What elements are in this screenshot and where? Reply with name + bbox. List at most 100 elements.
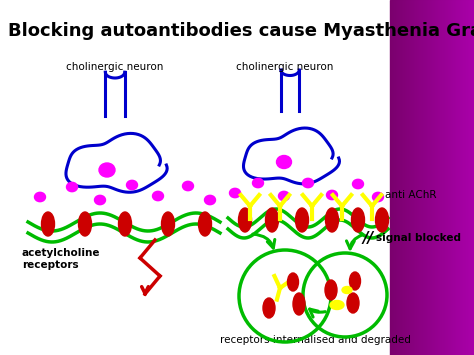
Ellipse shape — [182, 181, 193, 191]
Ellipse shape — [349, 272, 361, 290]
Bar — [416, 0, 418, 355]
Bar — [455, 0, 457, 355]
Bar — [404, 0, 406, 355]
Bar — [472, 0, 474, 355]
Bar — [441, 0, 444, 355]
Ellipse shape — [238, 208, 252, 232]
Bar — [424, 0, 426, 355]
Ellipse shape — [99, 163, 115, 177]
Bar — [417, 0, 419, 355]
Ellipse shape — [66, 182, 78, 192]
Bar — [410, 0, 412, 355]
Bar — [394, 0, 396, 355]
Bar — [425, 0, 427, 355]
Ellipse shape — [327, 190, 337, 200]
Bar — [426, 0, 428, 355]
Bar — [457, 0, 459, 355]
Ellipse shape — [325, 280, 337, 300]
Ellipse shape — [293, 293, 305, 315]
Bar — [469, 0, 471, 355]
Bar — [406, 0, 408, 355]
Bar — [437, 0, 439, 355]
Polygon shape — [244, 128, 339, 184]
Bar — [451, 0, 453, 355]
Bar — [399, 0, 401, 355]
Bar — [470, 0, 472, 355]
Text: acetylcholine
receptors: acetylcholine receptors — [22, 248, 100, 271]
Text: receptors internalised and degraded: receptors internalised and degraded — [219, 335, 410, 345]
Ellipse shape — [42, 212, 55, 236]
Bar — [435, 0, 437, 355]
Bar — [415, 0, 417, 355]
Bar — [447, 0, 449, 355]
Bar — [422, 0, 425, 355]
Ellipse shape — [253, 178, 264, 188]
Bar — [439, 0, 441, 355]
Ellipse shape — [347, 293, 359, 313]
Bar — [405, 0, 407, 355]
Bar — [433, 0, 435, 355]
Ellipse shape — [353, 179, 364, 189]
Ellipse shape — [199, 212, 211, 236]
Ellipse shape — [265, 208, 279, 232]
Bar — [407, 0, 409, 355]
Bar — [420, 0, 422, 355]
Ellipse shape — [352, 208, 365, 232]
Bar — [408, 0, 410, 355]
Bar — [412, 0, 414, 355]
Ellipse shape — [342, 286, 352, 294]
Bar — [440, 0, 442, 355]
Bar — [436, 0, 438, 355]
Bar — [463, 0, 465, 355]
Ellipse shape — [302, 178, 313, 188]
Bar — [427, 0, 429, 355]
Bar — [460, 0, 463, 355]
Bar — [396, 0, 398, 355]
Bar — [429, 0, 431, 355]
Polygon shape — [66, 133, 167, 192]
Bar — [430, 0, 432, 355]
Bar — [466, 0, 469, 355]
Text: //: // — [362, 230, 373, 246]
Bar — [421, 0, 424, 355]
Ellipse shape — [118, 212, 131, 236]
Ellipse shape — [276, 155, 292, 169]
Bar — [473, 0, 474, 355]
Bar — [411, 0, 413, 355]
Bar — [465, 0, 468, 355]
Bar — [395, 0, 397, 355]
Bar — [434, 0, 436, 355]
Bar — [446, 0, 448, 355]
Ellipse shape — [127, 180, 137, 190]
Bar — [452, 0, 454, 355]
Ellipse shape — [295, 208, 309, 232]
Ellipse shape — [279, 191, 290, 201]
Ellipse shape — [330, 300, 344, 310]
Ellipse shape — [35, 192, 46, 202]
Ellipse shape — [204, 195, 216, 205]
Bar — [458, 0, 460, 355]
Text: signal blocked: signal blocked — [376, 233, 461, 243]
Bar — [414, 0, 416, 355]
Text: anti AChR: anti AChR — [385, 190, 437, 200]
Bar — [400, 0, 401, 355]
Bar — [419, 0, 421, 355]
Ellipse shape — [162, 212, 174, 236]
Bar — [409, 0, 411, 355]
Bar — [449, 0, 451, 355]
Bar — [444, 0, 446, 355]
Bar — [432, 0, 434, 355]
Bar — [453, 0, 455, 355]
Bar — [471, 0, 473, 355]
Bar — [443, 0, 445, 355]
Bar — [464, 0, 465, 355]
Ellipse shape — [288, 273, 299, 291]
Bar — [393, 0, 395, 355]
Bar — [461, 0, 464, 355]
Bar — [445, 0, 447, 355]
Bar — [438, 0, 440, 355]
Bar — [401, 0, 402, 355]
Ellipse shape — [263, 298, 275, 318]
Ellipse shape — [373, 192, 383, 202]
Bar — [459, 0, 461, 355]
